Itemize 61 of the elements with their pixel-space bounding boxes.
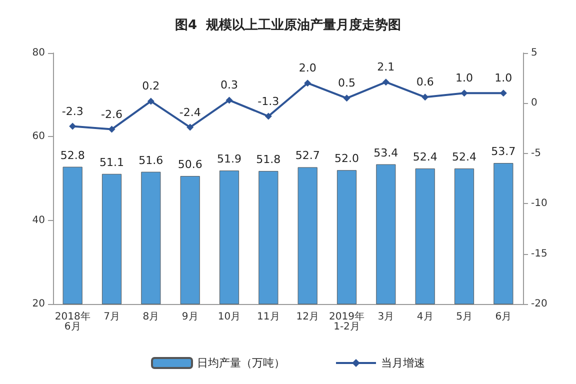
data-label: -2.3: [62, 104, 84, 118]
x-tick-label: 5月: [456, 312, 472, 322]
y2-tick-label: -15: [531, 248, 548, 260]
data-label: 1.0: [456, 72, 473, 85]
x-tick-label: 8月: [142, 312, 160, 322]
x-tick-label: 9月: [182, 312, 198, 322]
x-tick-label: 6月: [495, 312, 512, 322]
x-tick-label: 2018年 6月: [54, 310, 90, 332]
data-label: 1.0: [494, 72, 512, 85]
data-label: 2.1: [377, 60, 395, 74]
point: [147, 98, 154, 105]
data-label: 52.0: [334, 152, 359, 166]
legend-label: 当月增速: [381, 356, 425, 370]
y2-tick-label: 5: [531, 48, 538, 58]
x-tick-label: 11月: [257, 312, 280, 322]
point: [226, 96, 233, 104]
data-label: 0.3: [220, 78, 238, 92]
data-label: 52.4: [412, 150, 438, 164]
y2-tick-label: -20: [531, 298, 548, 310]
legend-label: 日均产量（万吨）: [197, 356, 285, 370]
x-tick-label: 10月: [218, 312, 241, 322]
point: [186, 124, 194, 131]
point: [422, 94, 429, 101]
data-label: 51.6: [138, 154, 164, 167]
data-label: 53.7: [491, 145, 516, 158]
data-label: 51.8: [256, 152, 281, 166]
point: [108, 126, 116, 133]
data-label: -1.3: [258, 94, 280, 108]
data-label: 2.0: [298, 62, 316, 75]
y-tick-label: 80: [32, 48, 45, 58]
x-tick-label: 2019年 1-2月: [329, 310, 364, 332]
chart-title: 图4 规模以上工业原油产量月度走势图: [174, 17, 402, 33]
y2-tick-label: -10: [531, 198, 548, 210]
point: [382, 78, 390, 86]
y2-tick-label: -5: [531, 148, 541, 159]
x-tick-label: 12月: [296, 312, 319, 322]
y-tick-label: 60: [32, 131, 45, 142]
data-label: 0.6: [416, 76, 434, 89]
x-tick-label: 3月: [378, 312, 394, 322]
data-label: 52.8: [60, 148, 85, 162]
data-label: -2.4: [179, 106, 201, 119]
data-label: 0.5: [338, 76, 356, 90]
data-label: 0.2: [142, 80, 160, 93]
point: [500, 90, 507, 97]
data-label: -2.6: [101, 108, 122, 121]
point: [460, 90, 468, 97]
point: [69, 122, 76, 130]
data-label: 52.7: [295, 149, 320, 162]
point: [304, 80, 312, 87]
y2-tick-label: 0: [531, 98, 538, 109]
point: [343, 94, 350, 102]
y-tick-label: 40: [32, 214, 45, 226]
data-label: 51.9: [217, 152, 242, 166]
data-label: 50.6: [178, 158, 202, 171]
x-tick-label: 7月: [104, 312, 120, 322]
data-label: 53.4: [374, 146, 398, 160]
y-tick-label: 20: [32, 298, 45, 310]
data-label: 52.4: [452, 150, 476, 164]
data-label: 51.1: [100, 156, 124, 169]
point: [264, 112, 272, 120]
x-tick-label: 4月: [416, 312, 434, 322]
